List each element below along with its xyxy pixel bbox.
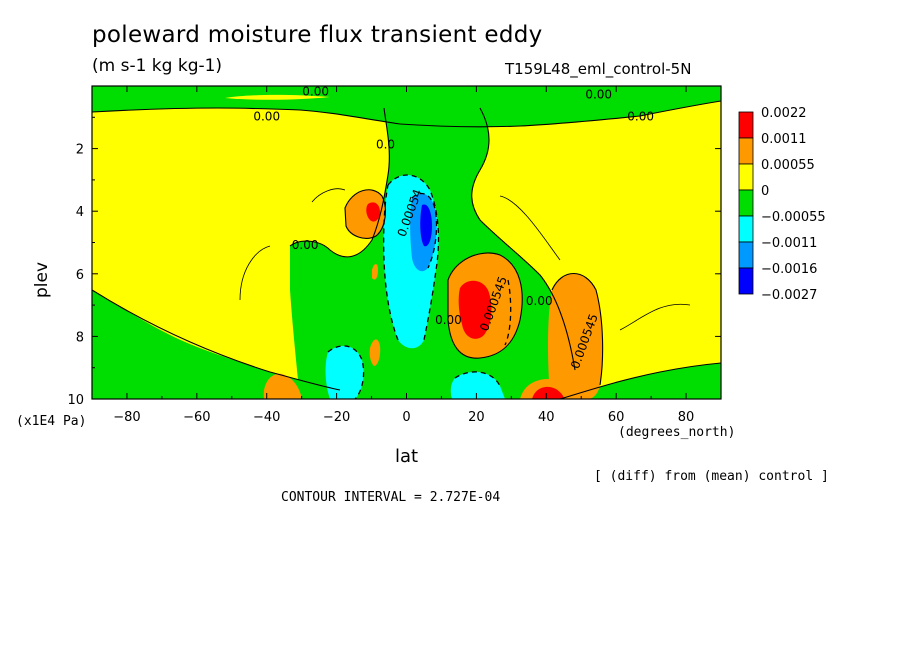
contour-label: 0.00 bbox=[526, 294, 553, 308]
contour-line bbox=[447, 252, 523, 359]
contour-line bbox=[411, 192, 438, 269]
fill-orange-tiny bbox=[372, 264, 378, 280]
contour-label: 0.00 bbox=[292, 238, 319, 252]
contour-interval: CONTOUR INTERVAL = 2.727E-04 bbox=[281, 490, 501, 505]
colorbar-level-label: 0 bbox=[761, 184, 769, 199]
x-tick-label: 0 bbox=[402, 410, 410, 425]
colorbar-swatch bbox=[738, 241, 754, 269]
contour-label: 0.00 bbox=[435, 313, 462, 327]
colorbar-swatch bbox=[738, 215, 754, 243]
fill-deep-blue-core bbox=[420, 204, 432, 247]
y-tick-label: 2 bbox=[76, 143, 84, 158]
diff-note: [ (diff) from (mean) control ] bbox=[594, 469, 829, 484]
contour-line bbox=[289, 107, 390, 258]
colorbar-level-label: −0.00055 bbox=[761, 210, 826, 225]
colorbar-swatch bbox=[738, 267, 754, 295]
colorbar-swatch bbox=[738, 163, 754, 191]
fill-orange-small bbox=[369, 339, 381, 366]
x-axis-units: (degrees_north) bbox=[618, 425, 736, 440]
colorbar-swatch bbox=[738, 137, 754, 165]
y-tick-label: 10 bbox=[67, 393, 84, 408]
x-tick-label: −60 bbox=[183, 410, 210, 425]
contour-line bbox=[471, 107, 576, 371]
y-axis-units: (x1E4 Pa) bbox=[16, 414, 87, 429]
fill-red-sh-upper bbox=[366, 202, 380, 222]
fill-red-40n-surface-top bbox=[532, 386, 564, 399]
contour-label: 0.00 bbox=[585, 88, 612, 102]
y-tick-label: 6 bbox=[76, 268, 84, 283]
contour-line bbox=[239, 245, 271, 301]
y-tick-label: 8 bbox=[76, 330, 84, 345]
colorbar-swatch bbox=[738, 111, 754, 139]
x-tick-label: 80 bbox=[678, 410, 695, 425]
x-tick-label: 40 bbox=[538, 410, 555, 425]
colorbar-level-label: 0.0022 bbox=[761, 106, 807, 121]
contour-line bbox=[499, 195, 561, 261]
contour-label: 0.0 bbox=[376, 138, 395, 152]
run-name: T159L48_eml_control-5N bbox=[505, 60, 692, 78]
contour-line bbox=[619, 303, 691, 331]
chart-units: (m s-1 kg kg-1) bbox=[92, 56, 223, 76]
contour-line bbox=[327, 345, 365, 399]
x-tick-label: 20 bbox=[468, 410, 485, 425]
contour-line bbox=[454, 371, 501, 387]
colorbar-level-label: −0.0011 bbox=[761, 236, 817, 251]
fill-lower-green-nh bbox=[560, 363, 721, 399]
x-tick-label: −40 bbox=[253, 410, 280, 425]
contour-line bbox=[311, 188, 346, 203]
chart-title: poleward moisture flux transient eddy bbox=[92, 22, 543, 48]
contour-line bbox=[551, 273, 604, 386]
contour-lines bbox=[92, 100, 721, 399]
fill-orange-sh-upper bbox=[345, 189, 386, 239]
contour-line bbox=[382, 184, 399, 341]
contour-line bbox=[92, 289, 341, 391]
colorbar-level-label: −0.0016 bbox=[761, 262, 817, 277]
colorbar-level-label: 0.00055 bbox=[761, 158, 815, 173]
fill-cyan-surface-sh bbox=[325, 345, 364, 399]
contour-line bbox=[559, 362, 721, 399]
colorbar-level-label: −0.0027 bbox=[761, 288, 817, 303]
y-tick-label: 4 bbox=[76, 205, 84, 220]
contour-line bbox=[387, 174, 440, 341]
contour-label: 0.00 bbox=[302, 84, 329, 98]
fill-top-yellow-streak bbox=[225, 94, 330, 100]
x-tick-label: 60 bbox=[608, 410, 625, 425]
contour-label: 0.00 bbox=[253, 109, 280, 123]
fill-orange-45n bbox=[548, 273, 603, 399]
colorbar-swatch bbox=[738, 189, 754, 217]
contour-label: 0.00 bbox=[627, 109, 654, 123]
contour-line bbox=[399, 100, 721, 128]
fill-lower-green-sh bbox=[92, 290, 340, 399]
fill-orange-sh-surface bbox=[263, 373, 302, 399]
contour-line bbox=[92, 107, 401, 125]
fill-red-nh-tropics bbox=[458, 280, 492, 339]
x-tick-label: −80 bbox=[113, 410, 140, 425]
colorbar-level-label: 0.0011 bbox=[761, 132, 807, 147]
fill-cyan-surface-nh bbox=[450, 371, 505, 399]
x-tick-label: −20 bbox=[323, 410, 350, 425]
x-axis-label: lat bbox=[395, 446, 419, 467]
